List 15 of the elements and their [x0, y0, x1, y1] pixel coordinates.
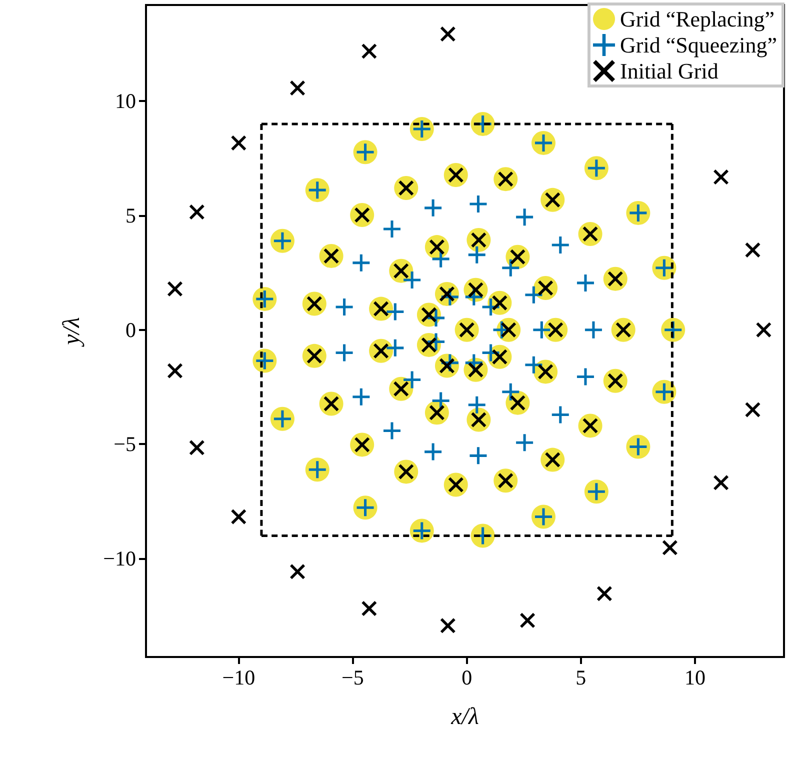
legend-label: Grid “Squeezing”	[620, 32, 778, 58]
y-tick-label: 10	[115, 89, 136, 114]
legend-label: Grid “Replacing”	[620, 6, 775, 32]
y-tick-label: −10	[103, 546, 136, 571]
y-axis-title: y/λ	[59, 317, 85, 347]
x-tick-label: −10	[222, 666, 256, 690]
x-axis-title: x/λ	[450, 704, 479, 730]
x-tick-label: 0	[462, 666, 472, 690]
x-tick-label: −5	[342, 666, 364, 690]
y-tick-label: −5	[114, 432, 136, 456]
y-tick-label: 5	[126, 203, 136, 228]
x-tick-label: 10	[684, 666, 706, 690]
y-tick-label: 0	[126, 318, 136, 342]
legend-label: Initial Grid	[620, 58, 718, 84]
x-tick-label: 5	[576, 666, 586, 690]
